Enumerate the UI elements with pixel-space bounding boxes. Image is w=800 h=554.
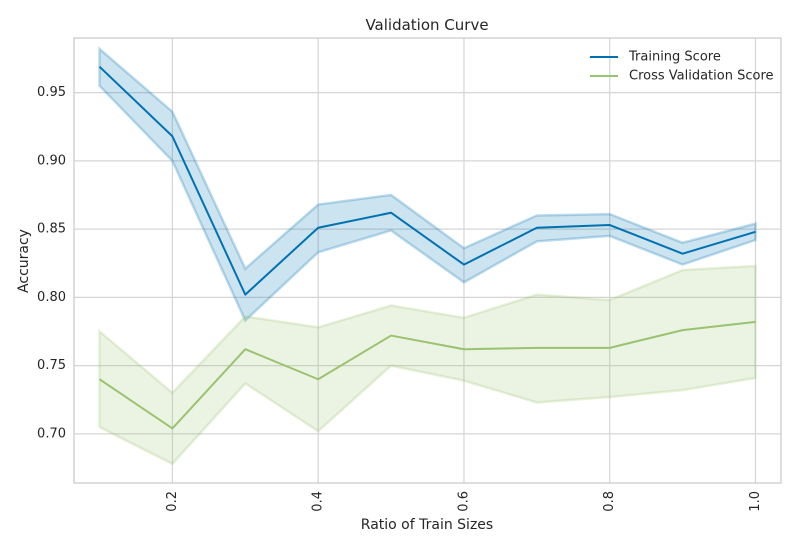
x-tick-label: 0.6 <box>456 491 471 512</box>
grid-lines <box>74 38 781 483</box>
x-tick-label: 1.0 <box>748 491 763 512</box>
confidence-bands <box>98 46 757 466</box>
x-tick-labels: 0.2 0.4 0.6 0.8 1.0 <box>165 491 763 512</box>
x-axis-label: Ratio of Train Sizes <box>361 517 493 533</box>
chart-title: Validation Curve <box>365 16 488 34</box>
x-tick-label: 0.2 <box>165 491 180 512</box>
y-tick-labels: 0.70 0.75 0.80 0.85 0.90 0.95 <box>37 85 66 441</box>
plot-frame <box>73 37 782 484</box>
x-tick-label: 0.4 <box>311 491 326 512</box>
y-tick-label: 0.85 <box>37 222 66 237</box>
y-axis-label: Accuracy <box>16 229 32 293</box>
cross-validation-score-band <box>98 264 757 466</box>
y-tick-label: 0.80 <box>37 290 66 305</box>
training-score-line <box>98 65 756 296</box>
y-tick-label: 0.70 <box>37 426 66 441</box>
y-tick-label: 0.75 <box>37 358 66 373</box>
y-tick-label: 0.95 <box>37 85 66 100</box>
legend: Training Score Cross Validation Score <box>590 50 774 84</box>
cross-validation-score-legend-label: Cross Validation Score <box>629 69 774 84</box>
training-score-band <box>98 46 757 323</box>
training-score-legend-label: Training Score <box>628 50 721 65</box>
series-lines <box>98 65 756 430</box>
y-tick-label: 0.90 <box>37 153 66 168</box>
x-tick-label: 0.8 <box>602 491 617 512</box>
cross-validation-score-line <box>98 320 756 430</box>
